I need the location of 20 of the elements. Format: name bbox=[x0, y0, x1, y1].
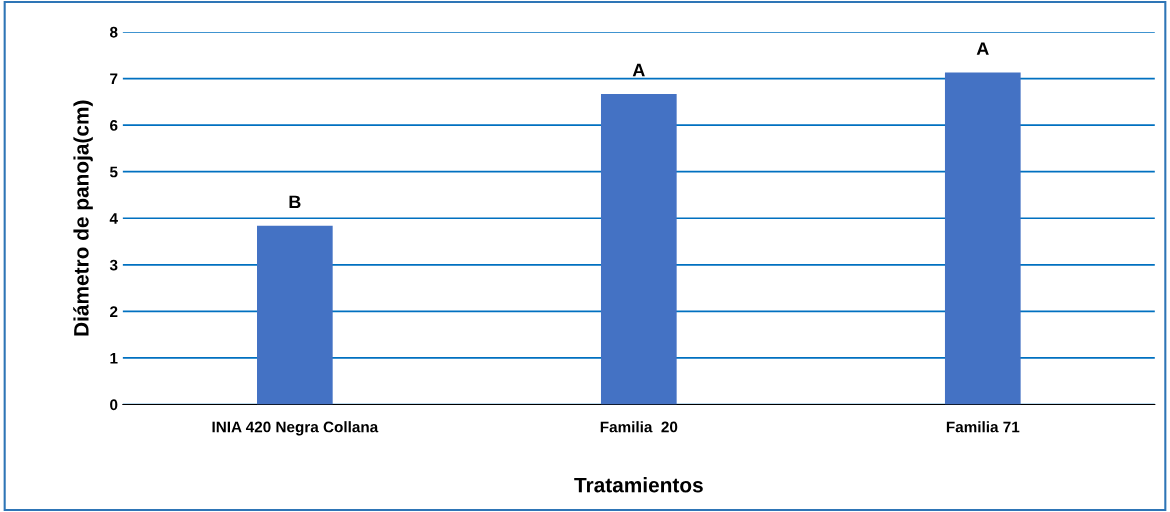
y-tick-label: 4 bbox=[109, 213, 118, 224]
y-tick-label: 0 bbox=[110, 399, 118, 411]
y-tick-label: 6 bbox=[110, 119, 118, 131]
y-tick-label: 7 bbox=[110, 73, 118, 85]
y-axis-title: Diámetro de panoja(cm) bbox=[73, 100, 93, 336]
annotation: B bbox=[289, 195, 301, 209]
y-tick-label: 5 bbox=[109, 166, 118, 178]
x-axis-title: Tratamientos bbox=[574, 477, 703, 493]
annotation: A bbox=[632, 63, 645, 77]
x-tick-label: Familia 20 bbox=[600, 421, 678, 433]
x-tick-label: INIA 420 Negra Collana bbox=[212, 421, 379, 436]
bar bbox=[944, 72, 1021, 405]
y-tick-label: 1 bbox=[110, 352, 118, 364]
y-tick-label: 3 bbox=[109, 259, 118, 271]
y-tick-label: 8 bbox=[109, 26, 118, 38]
bar bbox=[600, 93, 677, 405]
x-tick-label: Familia 71 bbox=[946, 421, 1020, 433]
annotation: A bbox=[976, 42, 989, 55]
bar bbox=[257, 225, 333, 405]
y-tick-label: 2 bbox=[110, 306, 118, 317]
